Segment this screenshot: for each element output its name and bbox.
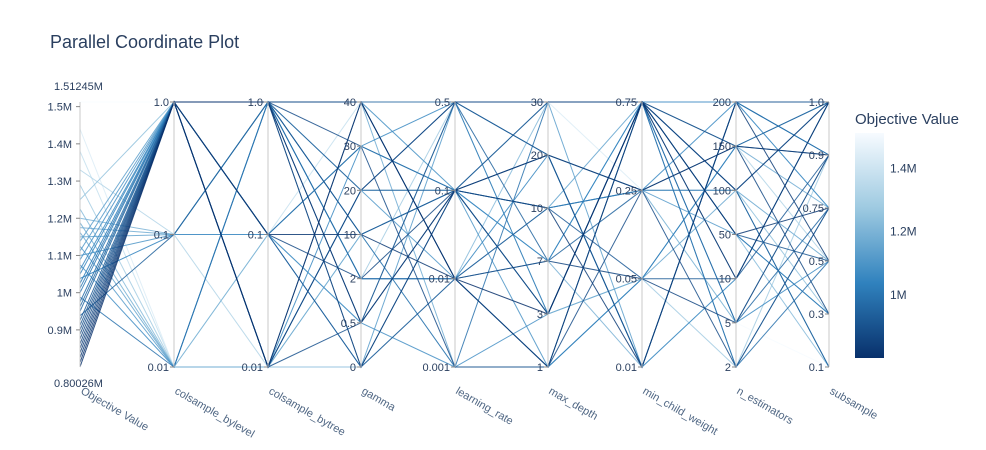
tick-label: 1.0 <box>809 97 824 109</box>
tick-label: 20 <box>344 185 356 197</box>
tick-label: 0.1 <box>809 362 824 374</box>
tick-label: 30 <box>344 141 356 153</box>
axis-min-child-weight[interactable]: 0.01 0.05 0.25 0.75 min_child_weight <box>616 97 720 438</box>
tick-label: 0.5 <box>435 97 450 109</box>
tick-label: 0.1 <box>435 185 450 197</box>
tick-label: 10 <box>344 230 356 242</box>
tick-label: 10 <box>719 274 731 286</box>
axis-min-label: 0.80026M <box>54 378 103 390</box>
tick-label: 0.75 <box>616 97 637 109</box>
tick-label: 10 <box>531 203 543 215</box>
axis-title: Objective Value <box>79 385 151 434</box>
tick-label: 2 <box>350 274 356 286</box>
axis-colsample-bytree[interactable]: 0.01 0.1 1.0 colsample_bytree <box>242 97 348 439</box>
axis-max-depth[interactable]: 1 3 7 10 20 30 max_depth <box>531 97 600 423</box>
colorbar-gradient <box>855 133 884 358</box>
chart-title: Parallel Coordinate Plot <box>50 32 240 52</box>
tick-label: 1 <box>537 362 543 374</box>
tick-label: 1.3M <box>48 176 72 188</box>
tick-label: 0.1 <box>248 230 263 242</box>
tick-label: 1.0 <box>154 97 169 109</box>
tick-label: 7 <box>537 256 543 268</box>
axis-n-estimators[interactable]: 2 5 10 50 100 150 200 n_estimators <box>713 97 796 427</box>
colorbar: Objective Value 1M 1.2M 1.4M <box>855 111 959 358</box>
tick-label: 1M <box>57 288 72 300</box>
axis-colsample-bylevel[interactable]: 0.01 0.1 1.0 colsample_bylevel <box>148 97 257 441</box>
tick-label: 0 <box>350 362 356 374</box>
tick-label: 0.9M <box>48 325 72 337</box>
tick-label: 0.01 <box>429 274 450 286</box>
tick-label: 0.25 <box>616 185 637 197</box>
tick-label: 1.5M <box>48 102 72 114</box>
axis-title: learning_rate <box>454 385 516 428</box>
colorbar-tick-label: 1M <box>890 288 907 302</box>
tick-label: 5 <box>725 318 731 330</box>
colorbar-tick-label: 1.2M <box>890 225 917 239</box>
axis-title: gamma <box>360 385 399 414</box>
axis-title: colsample_bylevel <box>173 385 257 440</box>
axes-layer: 0.9M 1M 1.1M 1.2M 1.3M 1.4M 1.5M 0.80026M 1.5124… <box>48 81 880 441</box>
tick-label: 2 <box>725 362 731 374</box>
colorbar-title: Objective Value <box>855 111 959 128</box>
axis-title: colsample_bytree <box>267 385 348 439</box>
tick-label: 0.1 <box>154 230 169 242</box>
axis-objective-value[interactable]: 0.9M 1M 1.1M 1.2M 1.3M 1.4M 1.5M 0.80026M 1.5124… <box>48 81 151 434</box>
tick-label: 1.0 <box>248 97 263 109</box>
tick-label: 0.5 <box>341 318 356 330</box>
tick-label: 50 <box>719 230 731 242</box>
tick-label: 20 <box>531 150 543 162</box>
tick-label: 30 <box>531 97 543 109</box>
tick-label: 3 <box>537 309 543 321</box>
tick-label: 0.01 <box>616 362 637 374</box>
tick-label: 0.01 <box>148 362 169 374</box>
axis-title: min_child_weight <box>641 385 720 438</box>
tick-label: 1.2M <box>48 213 72 225</box>
tick-label: 1.1M <box>48 250 72 262</box>
axis-title: max_depth <box>547 385 600 423</box>
tick-label: 0.9 <box>809 150 824 162</box>
tick-label: 0.75 <box>803 203 824 215</box>
axis-title: subsample <box>828 385 880 422</box>
tick-label: 200 <box>713 97 731 109</box>
tick-label: 150 <box>713 141 731 153</box>
colorbar-tick-label: 1.4M <box>890 162 917 176</box>
tick-label: 0.001 <box>422 362 450 374</box>
tick-label: 0.05 <box>616 274 637 286</box>
tick-label: 0.3 <box>809 309 824 321</box>
tick-label: 40 <box>344 97 356 109</box>
axis-title: n_estimators <box>735 385 796 427</box>
tick-label: 0.01 <box>242 362 263 374</box>
tick-label: 1.4M <box>48 139 72 151</box>
tick-label: 0.5 <box>809 256 824 268</box>
axis-max-label: 1.51245M <box>54 81 103 93</box>
tick-label: 100 <box>713 185 731 197</box>
